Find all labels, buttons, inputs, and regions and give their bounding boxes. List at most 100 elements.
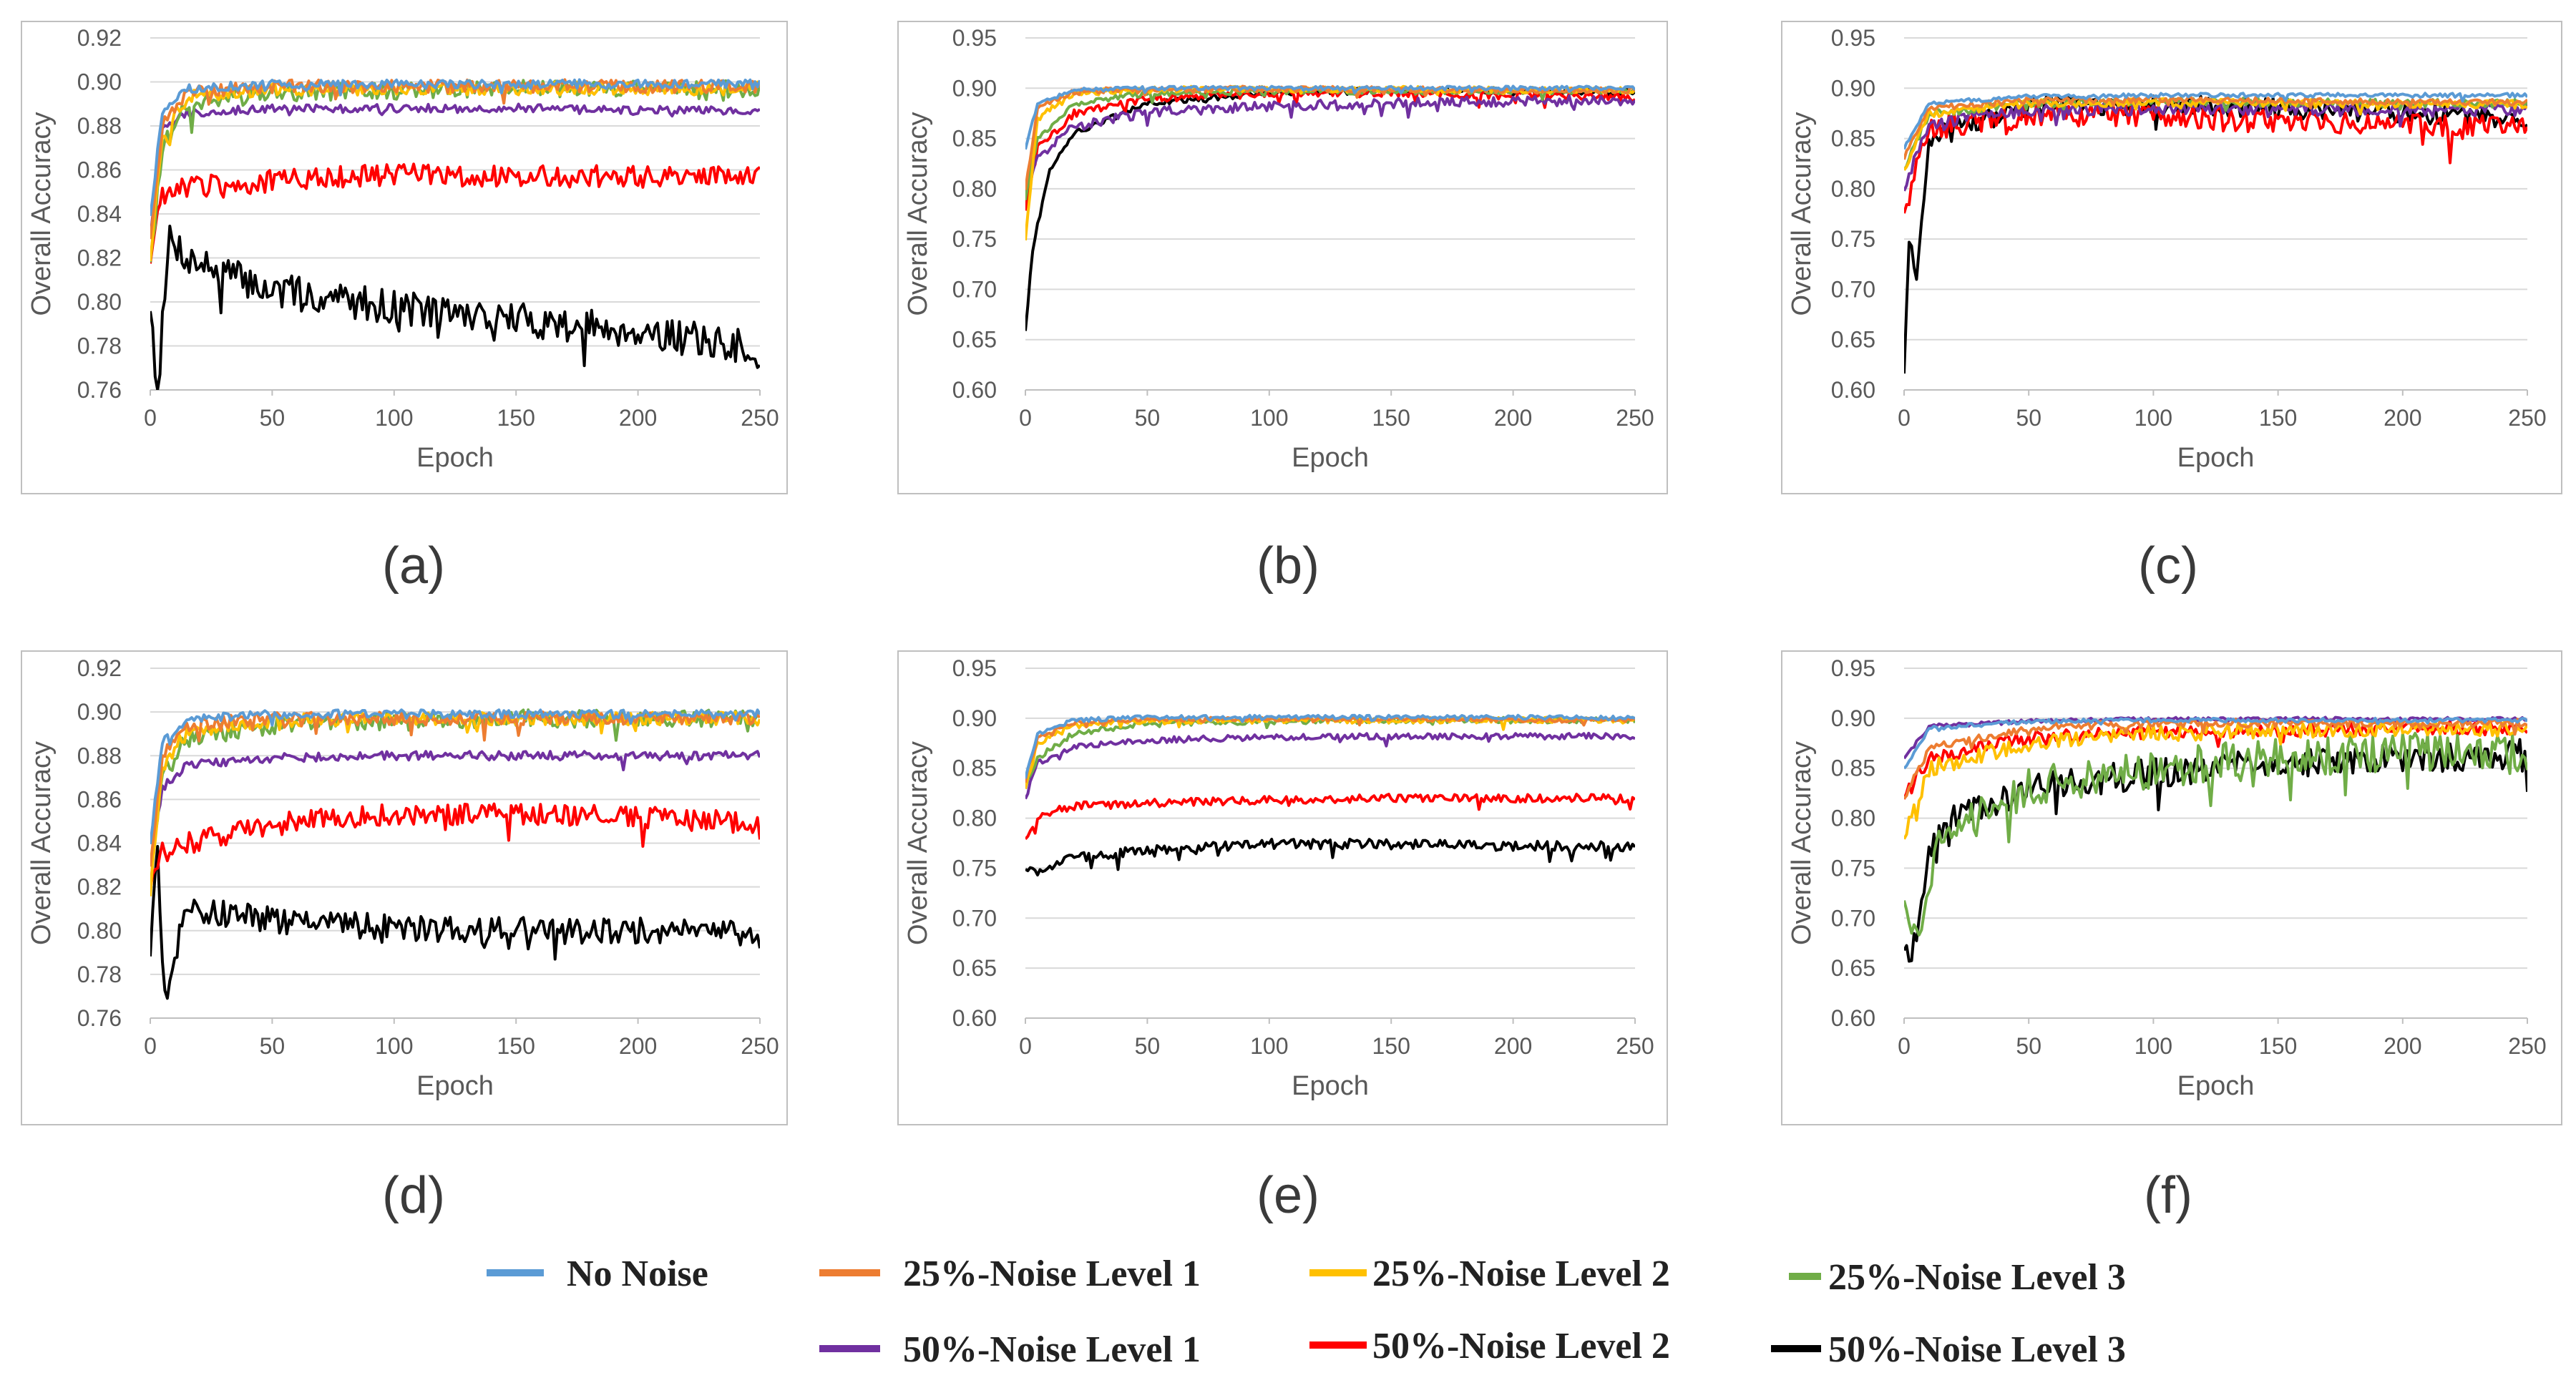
- legend-label-50-noise-level-3: 50%-Noise Level 3: [1828, 1329, 2126, 1370]
- series-line-p50-l1: [1025, 731, 1635, 800]
- y-tick-label: 0.60: [1831, 377, 1875, 403]
- series-line-p50-l3: [1025, 837, 1635, 876]
- y-axis-label: Overall Accuracy: [903, 741, 933, 945]
- x-tick-label: 100: [375, 1033, 413, 1059]
- y-tick-label: 0.80: [952, 176, 997, 202]
- y-tick-label: 0.84: [77, 201, 122, 227]
- x-axis-label: Epoch: [1292, 1071, 1369, 1101]
- y-axis-label: Overall Accuracy: [1787, 741, 1817, 945]
- chart-panel-b: 0.60 0.65 0.70 0.75 0.80 0.85 0.90 0.95 0 50 100 15…: [897, 21, 1668, 595]
- chart-panel-d: 0.76 0.78 0.80 0.82 0.84 0.86 0.88 0.90 0.92 0 50 1…: [21, 650, 788, 1224]
- y-tick-label: 0.80: [1831, 176, 1875, 202]
- y-tick-label: 0.85: [952, 756, 997, 781]
- legend-entry-25-noise-level-2: 25%-Noise Level 2: [1309, 1253, 1670, 1294]
- y-tick-label: 0.85: [1831, 126, 1875, 152]
- y-tick-label: 0.90: [952, 75, 997, 101]
- series-line-p50-l1: [1904, 102, 2527, 192]
- series-line-p25-l1: [1904, 718, 2527, 800]
- series-line-p50-l3: [150, 225, 760, 390]
- series-line-p50-l2: [1904, 101, 2527, 214]
- x-tick-label: 0: [1898, 1033, 1911, 1059]
- x-tick-label: 200: [1494, 1033, 1532, 1059]
- x-tick-label: 150: [497, 405, 535, 431]
- y-tick-label: 0.95: [952, 25, 997, 51]
- panel-label: (e): [1257, 1167, 1319, 1224]
- x-tick-label: 150: [2259, 405, 2297, 431]
- series-line-p25-l3: [1025, 715, 1635, 789]
- y-tick-label: 0.86: [77, 786, 122, 812]
- legend-label-no-noise: No Noise: [567, 1253, 708, 1294]
- x-tick-label: 0: [1898, 405, 1911, 431]
- y-tick-label: 0.75: [952, 855, 997, 881]
- y-tick-label: 0.60: [1831, 1005, 1875, 1031]
- legend-entry-50-noise-level-2: 50%-Noise Level 2: [1309, 1326, 1670, 1367]
- y-tick-label: 0.88: [77, 743, 122, 768]
- chart-panel-c: 0.60 0.65 0.70 0.75 0.80 0.85 0.90 0.95 0 50 100 15…: [1781, 21, 2562, 595]
- chart-frame: [21, 650, 788, 1125]
- panel-label: (d): [382, 1167, 445, 1224]
- series-line-p50-l2: [1025, 793, 1635, 841]
- x-tick-label: 0: [1019, 405, 1032, 431]
- x-tick-label: 0: [1019, 1033, 1032, 1059]
- chart-frame: [1781, 650, 2562, 1125]
- y-tick-label: 0.65: [1831, 327, 1875, 353]
- y-tick-label: 0.80: [952, 806, 997, 831]
- y-tick-label: 0.75: [952, 226, 997, 252]
- y-tick-label: 0.76: [77, 1005, 122, 1031]
- series-line-p25-l3: [1904, 731, 2527, 937]
- series-line-p25-l2: [1025, 84, 1635, 241]
- y-tick-label: 0.80: [77, 918, 122, 944]
- y-tick-label: 0.60: [952, 1005, 997, 1031]
- legend-entry-no-noise: No Noise: [487, 1253, 708, 1294]
- series-line-p50-l1: [150, 750, 760, 867]
- y-tick-label: 0.65: [952, 955, 997, 981]
- x-axis-label: Epoch: [2177, 1071, 2255, 1101]
- chart-panels: 0.76 0.78 0.80 0.82 0.84 0.86 0.88 0.90 0.92 0 50 1…: [21, 21, 2562, 1224]
- x-tick-label: 100: [1250, 405, 1288, 431]
- y-tick-label: 0.70: [952, 905, 997, 931]
- x-tick-label: 100: [375, 405, 413, 431]
- chart-panel-f: 0.60 0.65 0.70 0.75 0.80 0.85 0.90 0.95 0 50 100 15…: [1781, 650, 2562, 1224]
- y-tick-label: 0.65: [1831, 955, 1875, 981]
- series-line-p50-l2: [150, 162, 760, 264]
- legend-label-25-noise-level-1: 25%-Noise Level 1: [903, 1253, 1201, 1294]
- y-tick-label: 0.85: [1831, 756, 1875, 781]
- x-tick-label: 100: [2135, 405, 2172, 431]
- y-tick-label: 0.84: [77, 831, 122, 856]
- series-line-p25-l1: [150, 710, 760, 867]
- y-tick-label: 0.90: [952, 705, 997, 731]
- series-line-p50-l3: [150, 845, 760, 1000]
- y-tick-label: 0.92: [77, 655, 122, 681]
- series-line-p50-l3: [1904, 738, 2527, 963]
- y-tick-label: 0.80: [1831, 806, 1875, 831]
- y-tick-label: 0.82: [77, 874, 122, 900]
- y-tick-label: 0.88: [77, 113, 122, 139]
- series-line-p50-l1: [150, 102, 760, 239]
- x-tick-label: 200: [1494, 405, 1532, 431]
- y-tick-label: 0.80: [77, 289, 122, 315]
- y-tick-label: 0.86: [77, 157, 122, 183]
- x-tick-label: 150: [497, 1033, 535, 1059]
- x-axis-label: Epoch: [416, 1071, 494, 1101]
- y-tick-label: 0.65: [952, 327, 997, 353]
- series-line-p50-l1: [1025, 94, 1635, 192]
- x-axis-label: Epoch: [1292, 443, 1369, 473]
- series-line-p50-l3: [1904, 94, 2527, 374]
- legend-entry-50-noise-level-3: 50%-Noise Level 3: [1771, 1329, 2126, 1370]
- x-tick-label: 50: [260, 1033, 286, 1059]
- series-line-p25-l2: [150, 710, 760, 896]
- series-line-p25-l2: [1904, 719, 2527, 840]
- x-tick-label: 100: [1250, 1033, 1288, 1059]
- x-tick-label: 250: [1616, 405, 1654, 431]
- y-tick-label: 0.70: [1831, 905, 1875, 931]
- series-line-p25-l1: [1904, 94, 2527, 160]
- legend-entry-25-noise-level-1: 25%-Noise Level 1: [819, 1253, 1201, 1294]
- legend-label-25-noise-level-2: 25%-Noise Level 2: [1372, 1253, 1670, 1294]
- y-tick-label: 0.90: [77, 699, 122, 725]
- y-tick-label: 0.95: [952, 655, 997, 681]
- y-axis-label: Overall Accuracy: [26, 112, 57, 316]
- x-tick-label: 150: [1372, 405, 1410, 431]
- y-axis-label: Overall Accuracy: [903, 112, 933, 316]
- x-tick-label: 250: [2508, 1033, 2546, 1059]
